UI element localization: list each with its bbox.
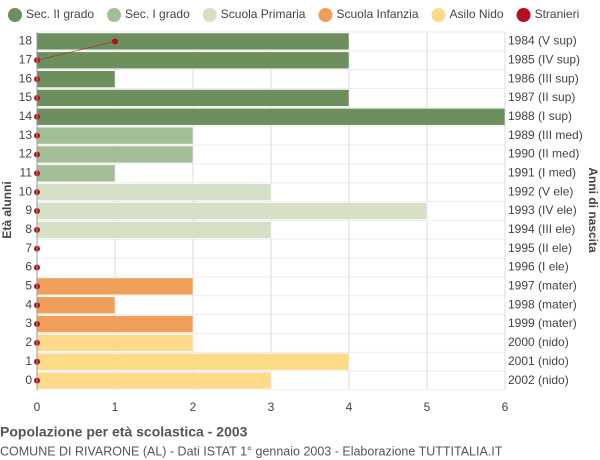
y-tick-label: 2 — [25, 335, 32, 349]
legend-label: Scuola Infanzia — [336, 7, 418, 21]
bar — [36, 277, 194, 296]
legend-marker — [318, 8, 333, 22]
y2-tick-label: 1991 (I med) — [508, 165, 576, 179]
bar — [36, 126, 194, 145]
bar — [36, 70, 116, 88]
y-tick-label: 0 — [25, 373, 32, 387]
legend-marker — [107, 8, 122, 22]
y2-tick-label: 1998 (mater) — [508, 297, 577, 311]
y2-axis-label: Anni di nascita — [586, 167, 600, 253]
bar — [36, 371, 272, 390]
y-tick-label: 10 — [19, 184, 33, 198]
y-tick-label: 5 — [25, 279, 32, 293]
legend-label: Sec. I grado — [125, 7, 190, 21]
point — [112, 38, 118, 45]
y2-tick-label: 1995 (II ele) — [508, 241, 572, 255]
chart-title: Popolazione per età scolastica - 2003 — [0, 424, 248, 440]
chart-subtitle: COMUNE DI RIVARONE (AL) - Dati ISTAT 1° … — [0, 444, 503, 458]
y2-tick-label: 1984 (V sup) — [508, 34, 577, 48]
bar — [36, 145, 194, 164]
x-tick-label: 1 — [112, 400, 119, 414]
bar — [36, 296, 116, 314]
x-tick-label: 6 — [502, 400, 509, 414]
y-tick-label: 9 — [25, 203, 32, 217]
y-tick-label: 1 — [25, 354, 32, 368]
y2-tick-label: 1988 (I sup) — [508, 109, 572, 123]
bar — [36, 32, 350, 51]
y2-tick-label: 1996 (I ele) — [508, 260, 569, 274]
legend-marker — [202, 8, 217, 22]
y-axis-label: Età alunni — [0, 181, 14, 238]
y2-tick-label: 2000 (nido) — [508, 335, 569, 349]
legend-marker — [516, 8, 531, 22]
y2-tick-label: 2002 (nido) — [508, 373, 569, 387]
y-tick-label: 11 — [20, 165, 33, 179]
bar — [36, 108, 506, 126]
y-tick-label: 4 — [25, 297, 32, 311]
y-tick-label: 7 — [25, 241, 32, 255]
y2-tick-label: 1989 (III med) — [508, 128, 583, 142]
bar — [36, 89, 350, 107]
legend-marker — [431, 8, 446, 22]
bar — [36, 164, 116, 182]
y-tick-label: 15 — [19, 90, 33, 104]
y2-tick-label: 1994 (III ele) — [508, 222, 575, 236]
y-tick-label: 14 — [19, 109, 33, 123]
y2-tick-label: 1993 (IV ele) — [508, 203, 577, 217]
bar — [36, 183, 272, 201]
y2-tick-label: 2001 (nido) — [508, 354, 569, 368]
y-tick-label: 12 — [19, 147, 33, 161]
legend-label: Stranieri — [535, 7, 580, 21]
y-tick-label: 6 — [25, 260, 32, 274]
x-tick-label: 5 — [424, 400, 431, 414]
y2-tick-label: 1986 (III sup) — [508, 71, 579, 85]
x-tick-label: 4 — [346, 400, 353, 414]
bar — [36, 221, 272, 239]
legend-label: Asilo Nido — [450, 7, 504, 21]
y-tick-label: 17 — [19, 52, 33, 66]
bar — [36, 51, 350, 69]
y2-tick-label: 1987 (II sup) — [508, 90, 575, 104]
x-tick-label: 3 — [268, 400, 275, 414]
x-tick-label: 2 — [190, 400, 197, 414]
y2-tick-label: 1990 (II med) — [508, 147, 579, 161]
y2-tick-label: 1999 (mater) — [508, 316, 577, 330]
bar — [36, 334, 194, 352]
y2-tick-label: 1985 (IV sup) — [508, 52, 580, 66]
legend-label: Sec. II grado — [26, 7, 94, 21]
y-tick-label: 3 — [25, 316, 32, 330]
y2-tick-label: 1992 (V ele) — [508, 184, 573, 198]
y2-tick-label: 1997 (mater) — [508, 279, 577, 293]
legend-label: Scuola Primaria — [221, 7, 306, 21]
bar — [36, 202, 428, 220]
y-tick-label: 8 — [25, 222, 32, 236]
y-tick-label: 16 — [19, 71, 33, 85]
x-tick-label: 0 — [34, 400, 41, 414]
bar — [36, 315, 194, 333]
y-tick-label: 13 — [19, 128, 33, 142]
y-tick-label: 18 — [19, 34, 33, 48]
legend-marker — [8, 8, 22, 22]
bar — [36, 353, 350, 371]
